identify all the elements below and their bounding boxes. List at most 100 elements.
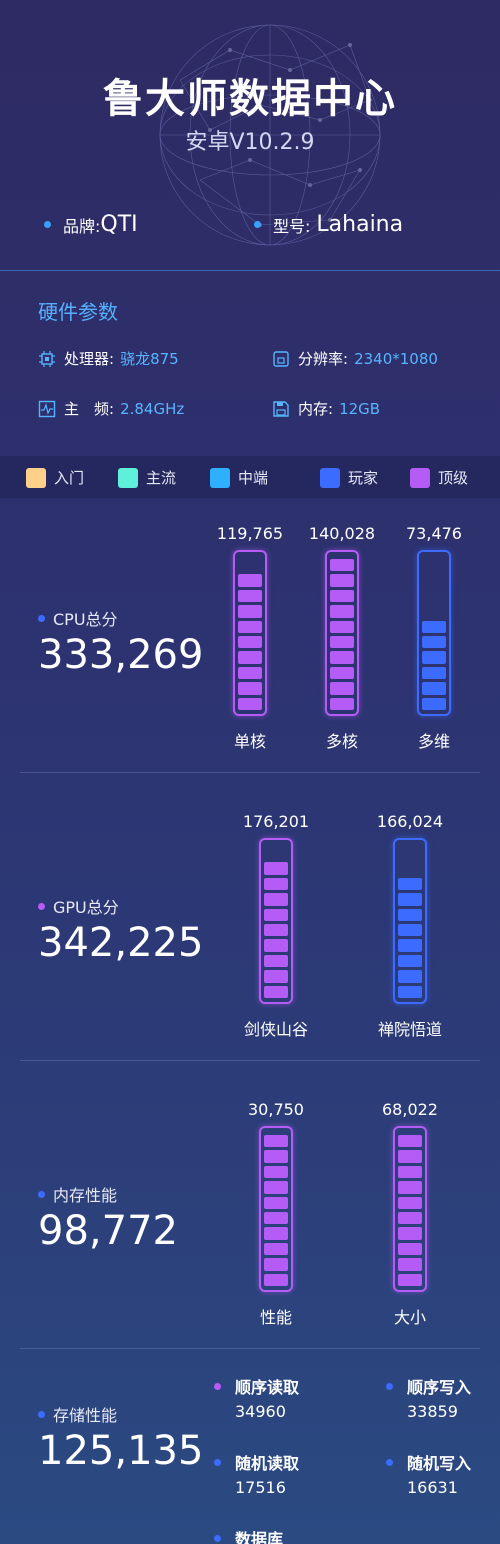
bar-segment <box>330 589 354 603</box>
bar-segment <box>264 908 288 922</box>
bar-value-label: 30,750 <box>248 1100 304 1119</box>
bar-value-label: 166,024 <box>376 812 444 831</box>
bar-segment <box>330 666 354 680</box>
storage-item-value: 33859 <box>407 1402 458 1421</box>
bar-segment <box>264 1242 288 1256</box>
bar-segment <box>264 1165 288 1179</box>
bar-segment <box>330 697 354 710</box>
storage-item-value: 16631 <box>407 1478 458 1497</box>
page-title: 鲁大师数据中心 <box>103 76 397 122</box>
bullet-dot <box>214 1534 221 1542</box>
bar-name-label: 单核 <box>233 732 266 751</box>
bar-name-label: 禅院悟道 <box>377 1020 442 1039</box>
bar-value-label: 119,765 <box>216 524 284 543</box>
bar-segment <box>398 924 422 937</box>
bar-segment <box>264 1212 288 1225</box>
bar-segment <box>330 636 354 649</box>
bar-segment <box>238 574 262 587</box>
bar-segment <box>422 559 446 571</box>
frequency-value: 2.84GHz <box>120 399 185 418</box>
storage-item-name: 随机读取 <box>235 1454 300 1473</box>
bar-segment <box>238 666 262 680</box>
processor-value: 骁龙875 <box>120 350 179 368</box>
storage-item-value: 34960 <box>235 1402 286 1421</box>
bar-segment <box>398 893 422 906</box>
bar-column: 73,476 多维 <box>394 524 474 752</box>
legend-item: 主流 <box>118 467 176 488</box>
bullet-dot <box>38 614 45 622</box>
score-bar <box>259 838 293 1004</box>
bullet-dot <box>214 1382 221 1390</box>
brand-label: 品牌: <box>63 216 101 236</box>
chip-icon <box>39 350 55 367</box>
bar-segment <box>422 590 446 602</box>
bar-segment <box>398 985 422 998</box>
model-value: Lahaina <box>316 212 404 237</box>
bar-value-label: 68,022 <box>382 1100 438 1119</box>
bar-segment <box>238 651 262 664</box>
bullet-dot <box>254 221 261 228</box>
bar-segment <box>398 1150 422 1163</box>
bar-segment <box>330 605 354 618</box>
bullet-dot <box>38 1190 45 1198</box>
bar-segment <box>398 1212 422 1225</box>
bar-name-label: 多维 <box>417 732 450 751</box>
legend-item: 中端 <box>210 467 268 488</box>
bar-segment <box>264 847 288 859</box>
bar-segment <box>330 651 354 664</box>
bar-segment <box>264 939 288 952</box>
processor-label: 处理器: <box>64 350 115 368</box>
cpu-score-label: CPU总分 <box>38 606 118 630</box>
legend-swatch <box>320 467 340 488</box>
version-subtitle: 安卓V10.2.9 <box>185 130 315 155</box>
storage-item: 随机读取 17516 <box>214 1450 299 1497</box>
bar-segment <box>398 877 422 891</box>
storage-label-text: 存储性能 <box>53 1406 118 1425</box>
frequency-spec: 主 频: 2.84GHz <box>38 398 184 419</box>
bullet-dot <box>386 1458 393 1466</box>
bar-segment <box>422 574 446 586</box>
bullet-dot <box>38 1410 45 1418</box>
bar-segment <box>398 939 422 952</box>
bar-segment <box>398 847 422 859</box>
bar-segment <box>238 559 262 571</box>
storage-item: 顺序写入 33859 <box>386 1374 471 1421</box>
storage-item-name: 数据库 <box>235 1530 284 1544</box>
gpu-total-score: 342,225 <box>38 920 204 966</box>
bar-column: 140,028 多核 <box>302 524 382 752</box>
bar-segment <box>330 682 354 695</box>
legend-swatch <box>26 467 46 488</box>
section-divider <box>20 1060 480 1061</box>
screen-icon <box>273 350 289 367</box>
tier-legend: 入门 主流 中端 玩家 顶级 <box>0 456 500 498</box>
bar-column: 166,024 禅院悟道 <box>370 812 450 1040</box>
bar-segment <box>398 1242 422 1256</box>
bar-segment <box>264 924 288 937</box>
bar-column: 68,022 大小 <box>370 1100 450 1328</box>
bar-segment <box>330 620 354 634</box>
memory-value: 12GB <box>339 399 381 418</box>
bar-segment <box>238 697 262 710</box>
bar-segment <box>264 1196 288 1210</box>
bullet-dot <box>38 902 45 910</box>
bar-segment <box>422 620 446 634</box>
bar-name-label: 大小 <box>393 1308 426 1327</box>
legend-label: 玩家 <box>348 469 379 487</box>
bar-segment <box>398 970 422 983</box>
bar-segment <box>422 605 446 617</box>
bar-segment <box>398 908 422 922</box>
header: 鲁大师数据中心 安卓V10.2.9 品牌: QTI 型号: Lahaina <box>0 0 500 270</box>
legend-item: 玩家 <box>320 467 378 488</box>
score-bar <box>417 550 451 716</box>
bar-segment <box>264 985 288 998</box>
memory-total-score: 98,772 <box>38 1208 178 1254</box>
bar-segment <box>264 1135 288 1148</box>
cpu-label-text: CPU总分 <box>53 610 118 629</box>
legend-label: 中端 <box>238 469 269 487</box>
bar-value-label: 176,201 <box>242 812 310 831</box>
bar-segment <box>238 636 262 649</box>
bar-segment <box>238 620 262 634</box>
storage-item: 顺序读取 34960 <box>214 1374 299 1421</box>
bar-segment <box>330 574 354 587</box>
legend-label: 顶级 <box>438 469 469 487</box>
